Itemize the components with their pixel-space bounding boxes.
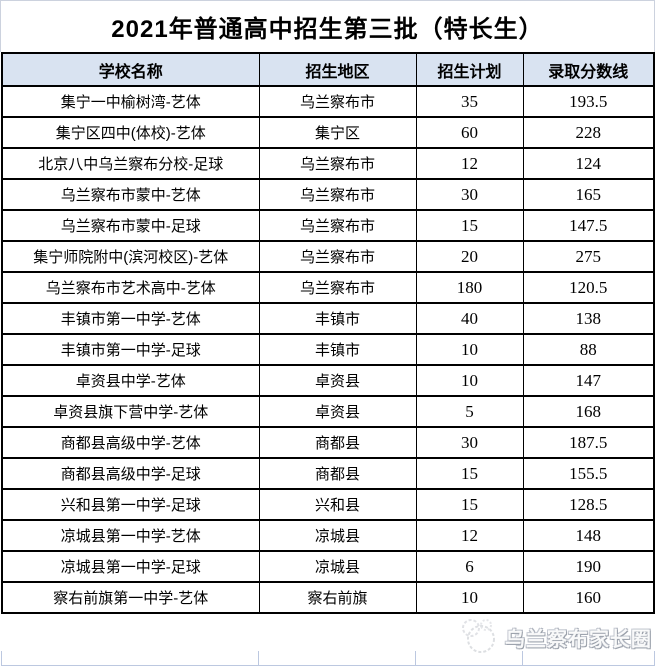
plan-cell: 12 (415, 519, 524, 552)
admissions-table: 学校名称 招生地区 招生计划 录取分数线 集宁一中榆树湾-艺体 乌兰察布市 35 19… (1, 52, 655, 614)
score-cell: 165 (522, 178, 655, 211)
region-cell: 卓资县 (258, 395, 417, 428)
school-name-cell: 集宁区四中(体校)-艺体 (1, 116, 260, 149)
score-cell: 148 (522, 519, 655, 552)
table-header-row: 学校名称 招生地区 招生计划 录取分数线 (1, 52, 655, 87)
score-cell: 275 (522, 240, 655, 273)
score-cell: 88 (522, 333, 655, 366)
partial-divider (258, 651, 259, 665)
plan-cell: 180 (415, 271, 524, 304)
score-cell: 128.5 (522, 488, 655, 521)
plan-cell: 10 (415, 364, 524, 397)
school-name-cell: 集宁一中榆树湾-艺体 (1, 85, 260, 118)
region-cell: 乌兰察布市 (258, 209, 417, 242)
school-name-cell: 商都县高级中学-足球 (1, 457, 260, 490)
plan-cell: 35 (415, 85, 524, 118)
table-row: 商都县高级中学-足球 商都县 15 155.5 (1, 457, 655, 490)
score-cell: 187.5 (522, 426, 655, 459)
table-row: 集宁区四中(体校)-艺体 集宁区 60 228 (1, 116, 655, 149)
score-cell: 168 (522, 395, 655, 428)
plan-cell: 5 (415, 395, 524, 428)
score-cell: 160 (522, 581, 655, 614)
region-cell: 卓资县 (258, 364, 417, 397)
school-name-cell: 丰镇市第一中学-艺体 (1, 302, 260, 335)
plan-cell: 15 (415, 488, 524, 521)
score-cell: 228 (522, 116, 655, 149)
region-cell: 乌兰察布市 (258, 85, 417, 118)
region-cell: 乌兰察布市 (258, 271, 417, 304)
school-name-cell: 凉城县第一中学-艺体 (1, 519, 260, 552)
school-name-cell: 乌兰察布市蒙中-艺体 (1, 178, 260, 211)
score-cell: 193.5 (522, 85, 655, 118)
partial-divider (522, 651, 523, 665)
score-cell: 138 (522, 302, 655, 335)
score-cell: 147 (522, 364, 655, 397)
table-row: 乌兰察布市蒙中-足球 乌兰察布市 15 147.5 (1, 209, 655, 242)
school-name-cell: 凉城县第一中学-足球 (1, 550, 260, 583)
plan-cell: 6 (415, 550, 524, 583)
plan-cell: 60 (415, 116, 524, 149)
table-row: 乌兰察布市艺术高中-艺体 乌兰察布市 180 120.5 (1, 271, 655, 304)
plan-cell: 15 (415, 209, 524, 242)
plan-cell: 10 (415, 333, 524, 366)
region-cell: 乌兰察布市 (258, 240, 417, 273)
score-cell: 147.5 (522, 209, 655, 242)
school-name-cell: 卓资县旗下营中学-艺体 (1, 395, 260, 428)
plan-cell: 30 (415, 178, 524, 211)
region-cell: 乌兰察布市 (258, 178, 417, 211)
score-cell: 190 (522, 550, 655, 583)
region-cell: 凉城县 (258, 519, 417, 552)
region-cell: 集宁区 (258, 116, 417, 149)
region-cell: 乌兰察布市 (258, 147, 417, 180)
header-plan: 招生计划 (415, 52, 524, 87)
region-cell: 商都县 (258, 426, 417, 459)
page-title: 2021年普通高中招生第三批（特长生） (0, 0, 655, 52)
plan-cell: 10 (415, 581, 524, 614)
region-cell: 察右前旗 (258, 581, 417, 614)
plan-cell: 15 (415, 457, 524, 490)
table-row: 集宁一中榆树湾-艺体 乌兰察布市 35 193.5 (1, 85, 655, 118)
school-name-cell: 兴和县第一中学-足球 (1, 488, 260, 521)
score-cell: 124 (522, 147, 655, 180)
plan-cell: 40 (415, 302, 524, 335)
score-cell: 155.5 (522, 457, 655, 490)
plan-cell: 30 (415, 426, 524, 459)
table-row: 乌兰察布市蒙中-艺体 乌兰察布市 30 165 (1, 178, 655, 211)
school-name-cell: 乌兰察布市蒙中-足球 (1, 209, 260, 242)
header-school-name: 学校名称 (1, 52, 260, 87)
score-cell: 120.5 (522, 271, 655, 304)
table-row: 北京八中乌兰察布分校-足球 乌兰察布市 12 124 (1, 147, 655, 180)
table-row: 集宁师院附中(滨河校区)-艺体 乌兰察布市 20 275 (1, 240, 655, 273)
watermark-text: 乌兰察布家长圈 (505, 629, 652, 651)
school-name-cell: 北京八中乌兰察布分校-足球 (1, 147, 260, 180)
school-name-cell: 乌兰察布市艺术高中-艺体 (1, 271, 260, 304)
partial-divider (415, 651, 416, 665)
table-row: 丰镇市第一中学-艺体 丰镇市 40 138 (1, 302, 655, 335)
school-name-cell: 集宁师院附中(滨河校区)-艺体 (1, 240, 260, 273)
plan-cell: 12 (415, 147, 524, 180)
table-row: 丰镇市第一中学-足球 丰镇市 10 88 (1, 333, 655, 366)
region-cell: 凉城县 (258, 550, 417, 583)
table-row: 商都县高级中学-艺体 商都县 30 187.5 (1, 426, 655, 459)
school-name-cell: 商都县高级中学-艺体 (1, 426, 260, 459)
table-partial-row (1, 651, 655, 666)
region-cell: 丰镇市 (258, 302, 417, 335)
table-row: 凉城县第一中学-艺体 凉城县 12 148 (1, 519, 655, 552)
table-row: 卓资县旗下营中学-艺体 卓资县 5 168 (1, 395, 655, 428)
table-row: 兴和县第一中学-足球 兴和县 15 128.5 (1, 488, 655, 521)
plan-cell: 20 (415, 240, 524, 273)
school-name-cell: 卓资县中学-艺体 (1, 364, 260, 397)
region-cell: 商都县 (258, 457, 417, 490)
table-row: 察右前旗第一中学-艺体 察右前旗 10 160 (1, 581, 655, 614)
table-row: 凉城县第一中学-足球 凉城县 6 190 (1, 550, 655, 583)
table-row: 卓资县中学-艺体 卓资县 10 147 (1, 364, 655, 397)
region-cell: 丰镇市 (258, 333, 417, 366)
header-region: 招生地区 (258, 52, 417, 87)
school-name-cell: 丰镇市第一中学-足球 (1, 333, 260, 366)
school-name-cell: 察右前旗第一中学-艺体 (1, 581, 260, 614)
region-cell: 兴和县 (258, 488, 417, 521)
header-score-line: 录取分数线 (522, 52, 655, 87)
